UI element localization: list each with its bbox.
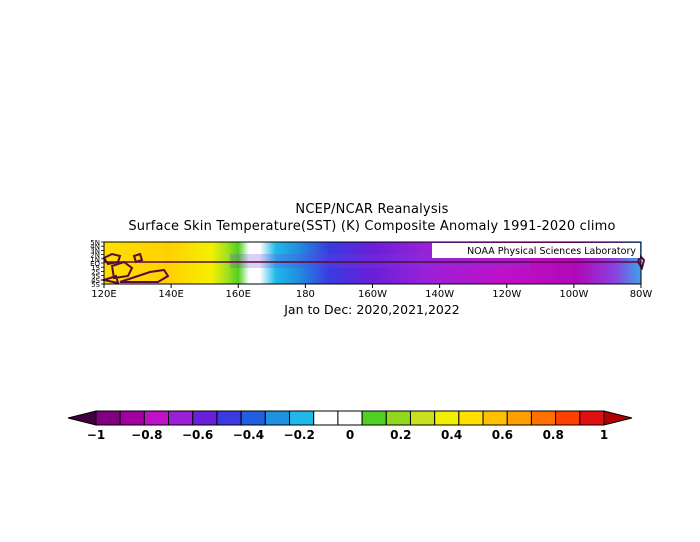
colorbar-tick-label: −0.2 — [284, 428, 315, 442]
watermark-text: NOAA Physical Sciences Laboratory — [467, 246, 636, 257]
colorbar-swatch — [434, 410, 460, 426]
colorbar-swatch — [168, 410, 194, 426]
lon-tick-label: 160W — [358, 289, 387, 300]
lat-tick-label: 2N — [90, 252, 100, 260]
lon-axis: 120E 140E 160E 180 160W 140W 120W 100W 80W — [91, 284, 652, 300]
lat-tick-label: 1S — [91, 264, 100, 272]
land-halmahera — [132, 252, 144, 264]
lat-tick-label: 1N — [90, 256, 100, 264]
lon-tick-label: 160E — [226, 289, 251, 300]
lat-tick-label: 4N — [90, 243, 100, 251]
lat-tick-label: 4S — [91, 277, 100, 285]
lat-tick-label: EQ — [90, 260, 100, 268]
colorbar-tick-label: −1 — [87, 428, 105, 442]
colorbar-swatch — [313, 410, 339, 426]
land-americas-coast — [636, 254, 646, 271]
map-subtitle: Surface Skin Temperature(SST) (K) Compos… — [128, 219, 616, 234]
lon-tick-label: 140W — [425, 289, 454, 300]
lon-tick-label: 100W — [559, 289, 588, 300]
land-new-guinea — [119, 268, 170, 283]
colorbar-swatch — [216, 410, 242, 426]
watermark-box — [432, 243, 640, 258]
lon-tick-label: 120W — [492, 289, 521, 300]
colorbar-swatch — [192, 410, 218, 426]
map-title: NCEP/NCAR Reanalysis — [295, 202, 449, 217]
lon-tick-label: 80W — [630, 289, 653, 300]
colorbar-swatch — [555, 410, 581, 426]
colorbar-swatch — [264, 410, 291, 426]
colorbar-tick-label: −0.4 — [233, 428, 264, 442]
colorbar-tick-label: 0.2 — [390, 428, 411, 442]
land-outlines — [100, 252, 646, 285]
lon-tick-label: 120E — [91, 289, 116, 300]
lat-tick-label: 5N — [90, 239, 100, 247]
colorbar-swatch — [482, 410, 508, 426]
colorbar-tick-label: 0.6 — [492, 428, 513, 442]
colorbar-swatch — [385, 410, 411, 426]
colorbar — [67, 410, 633, 426]
colorbar-labels: −1 −0.8 −0.6 −0.4 −0.2 0 0.2 0.4 0.6 0.8 1 — [87, 428, 608, 442]
lon-tick-label: 140E — [158, 289, 183, 300]
land-borneo — [102, 252, 122, 266]
colorbar-swatch — [458, 410, 484, 426]
lon-tick-label: 180 — [296, 289, 315, 300]
lat-tick-label: 5S — [91, 281, 100, 289]
colorbar-left-cap — [67, 410, 97, 426]
colorbar-tick-label: 0.8 — [543, 428, 564, 442]
colorbar-tick-label: 0.4 — [441, 428, 462, 442]
colorbar-swatch — [579, 410, 605, 426]
time-period-label: Jan to Dec: 2020,2021,2022 — [284, 302, 460, 317]
colorbar-swatch — [361, 410, 387, 426]
colorbar-swatch — [530, 410, 557, 426]
colorbar-swatch — [409, 410, 436, 426]
colorbar-swatch — [289, 410, 315, 426]
colorbar-swatch — [95, 410, 121, 426]
colorbar-tick-label: −0.8 — [131, 428, 162, 442]
colorbar-swatch — [240, 410, 266, 426]
colorbar-tick-label: 1 — [600, 428, 608, 442]
colorbar-tick-label: −0.6 — [182, 428, 213, 442]
lat-tick-label: 3S — [91, 273, 100, 281]
land-timor — [100, 274, 120, 285]
colorbar-swatch — [337, 410, 363, 426]
lat-tick-label: 2S — [91, 268, 100, 276]
colorbar-swatch — [143, 410, 170, 426]
map-panel: NOAA Physical Sciences Laboratory — [100, 241, 646, 285]
colorbar-tick-label: 0 — [346, 428, 354, 442]
lat-tick-label: 3N — [90, 247, 100, 255]
colorbar-right-cap — [603, 410, 633, 426]
colorbar-swatch — [119, 410, 145, 426]
colorbar-swatch — [506, 410, 532, 426]
